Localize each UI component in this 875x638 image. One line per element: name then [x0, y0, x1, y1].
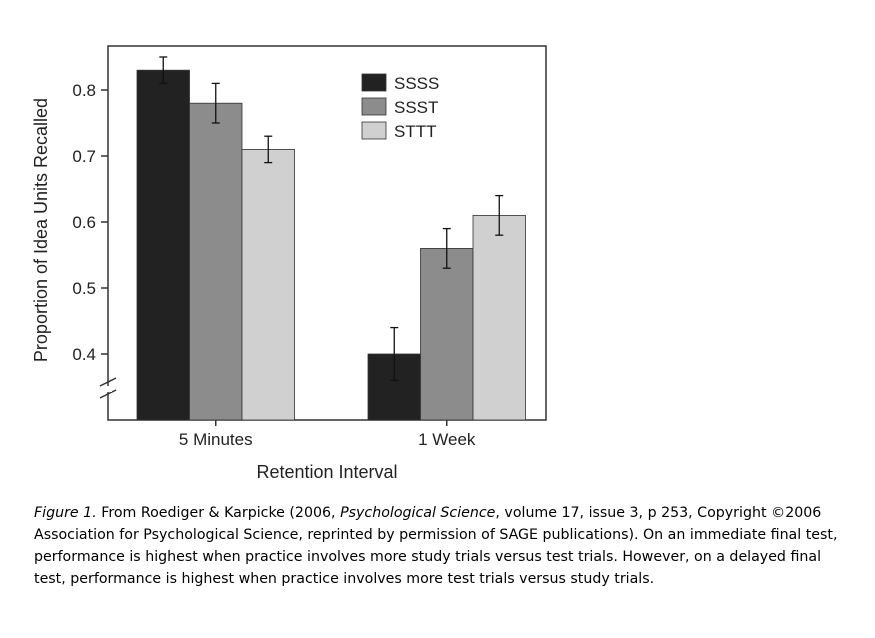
- error-bar: [211, 82, 220, 124]
- error-bar: [264, 135, 273, 164]
- x-tick-label: 1 Week: [418, 430, 476, 449]
- legend-swatch-ssss: [361, 73, 387, 92]
- bar-ssss-5-minutes: [136, 69, 190, 421]
- y-tick-label: 0.8: [72, 81, 96, 100]
- bar-sttt-1-week: [472, 214, 526, 421]
- error-bar: [159, 56, 168, 85]
- figure-caption: Figure 1. From Roediger & Karpicke (2006…: [34, 502, 854, 590]
- y-axis-ticks: 0.4 0.5 0.6 0.7 0.8: [72, 81, 108, 364]
- legend-label-sttt: STTT: [394, 122, 437, 141]
- bar-ssst-5-minutes: [189, 102, 243, 421]
- legend-swatch-sttt: [361, 121, 387, 140]
- y-tick-label: 0.5: [72, 279, 96, 298]
- legend: SSSS SSST STTT: [361, 73, 439, 141]
- x-axis-ticks: 5 Minutes 1 Week: [179, 420, 476, 449]
- bar-sttt-5-minutes: [241, 148, 295, 421]
- error-bars: [159, 56, 504, 382]
- error-bar: [495, 194, 504, 236]
- x-axis-label: Retention Interval: [256, 462, 397, 482]
- axis-break-mark: [99, 377, 117, 399]
- bar-ssst-1-week: [420, 247, 474, 421]
- error-bar: [442, 227, 451, 269]
- caption-text-part1: From Roediger & Karpicke (2006,: [96, 505, 341, 521]
- caption-journal: Psychological Science: [340, 505, 496, 521]
- y-tick-label: 0.6: [72, 213, 96, 232]
- bar-chart: 0.4 0.5 0.6 0.7 0.8 5 Minutes 1 Week SSSS SSST…: [31, 45, 547, 482]
- figure-label: Figure 1.: [34, 505, 97, 521]
- legend-swatch-ssst: [361, 97, 387, 116]
- caption-text-part2: , volume 17, issue 3, p 253, Copyright ©…: [34, 505, 838, 587]
- error-bar: [390, 326, 399, 382]
- plot-frame: [107, 45, 547, 421]
- legend-label-ssst: SSST: [394, 98, 438, 117]
- x-tick-label: 5 Minutes: [179, 430, 253, 449]
- y-tick-label: 0.7: [72, 147, 96, 166]
- y-tick-label: 0.4: [72, 345, 96, 364]
- legend-label-ssss: SSSS: [394, 74, 439, 93]
- y-axis-label: Proportion of Idea Units Recalled: [31, 98, 51, 362]
- bars: [136, 69, 526, 421]
